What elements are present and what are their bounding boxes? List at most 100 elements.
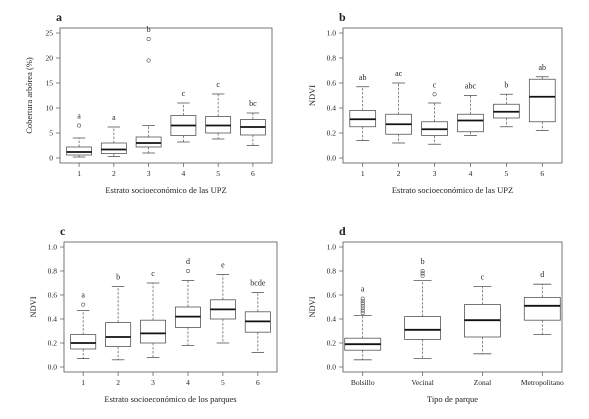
box-2: 2a bbox=[100, 113, 127, 178]
significance-letter: d bbox=[540, 270, 544, 279]
box-iqr bbox=[66, 146, 92, 156]
x-tick-label: 3 bbox=[147, 169, 151, 178]
outlier-point bbox=[360, 303, 365, 308]
panel-letter: b bbox=[339, 10, 346, 24]
box-5: 5c bbox=[205, 80, 232, 178]
significance-letter: b bbox=[421, 257, 425, 266]
box-iqr bbox=[135, 136, 162, 148]
significance-letter: a bbox=[112, 113, 116, 122]
y-tick-label: 0.2 bbox=[327, 129, 337, 138]
plot-frame bbox=[59, 27, 273, 164]
y-tick-label: 0.8 bbox=[327, 54, 337, 63]
box-5: 5b bbox=[493, 80, 520, 178]
plot-frame bbox=[63, 241, 278, 373]
box-iqr bbox=[70, 334, 97, 350]
box-3: 3b bbox=[135, 25, 162, 178]
y-tick-label: 25 bbox=[46, 29, 54, 38]
y-tick-label: 1.0 bbox=[327, 243, 337, 252]
significance-letter: ac bbox=[395, 69, 403, 78]
box-vecinal: Vecinal b bbox=[404, 257, 441, 387]
y-tick-label: 0.0 bbox=[327, 154, 337, 163]
x-tick-label: 2 bbox=[112, 169, 116, 178]
box-4: 4c bbox=[170, 89, 197, 178]
x-tick-label: 6 bbox=[540, 169, 544, 178]
outlier-point bbox=[81, 302, 86, 307]
significance-letter: c bbox=[151, 269, 155, 278]
box-iqr bbox=[100, 142, 127, 154]
box-iqr bbox=[140, 319, 167, 344]
box-3: 3c bbox=[421, 80, 448, 178]
x-tick-label: 5 bbox=[216, 169, 220, 178]
box-6: 6 ab bbox=[528, 63, 556, 178]
y-tick-label: 0.4 bbox=[48, 315, 58, 324]
significance-letter: c bbox=[216, 80, 220, 89]
box-zonal: Zonal c bbox=[464, 273, 501, 387]
x-tick-label: 4 bbox=[186, 378, 190, 387]
x-tick-label: Zonal bbox=[474, 378, 492, 387]
panel-letter: d bbox=[339, 224, 346, 238]
significance-letter: c bbox=[433, 80, 437, 89]
panel-letter: a bbox=[56, 10, 62, 24]
x-tick-label: 3 bbox=[433, 169, 437, 178]
significance-letter: a bbox=[361, 285, 365, 294]
x-tick-label: Vecinal bbox=[411, 378, 434, 387]
x-tick-label: Metropolitano bbox=[521, 378, 564, 387]
box-6: 6 bcde bbox=[244, 279, 271, 387]
y-axis-label: NDVI bbox=[307, 85, 317, 106]
y-tick-label: 1.0 bbox=[48, 243, 58, 252]
outlier-point bbox=[146, 36, 151, 41]
panel-c: c 0.0 0.2 0.4 0.6 0.8 1.0 NDVI Estrato socioecon… bbox=[28, 224, 278, 404]
box-4: 4d bbox=[174, 257, 201, 387]
outlier-point bbox=[432, 92, 437, 97]
x-tick-label: 1 bbox=[77, 169, 81, 178]
box-3: 3c bbox=[140, 269, 167, 387]
outlier-point bbox=[146, 58, 151, 63]
x-tick-label: 3 bbox=[151, 378, 155, 387]
significance-letter: b bbox=[504, 80, 508, 89]
x-tick-label: 1 bbox=[81, 378, 85, 387]
x-axis-label: Estrato socioeconómico de los parques bbox=[104, 394, 236, 404]
significance-letter: abc bbox=[465, 82, 477, 91]
y-tick-label: 0.4 bbox=[327, 104, 337, 113]
box-6: 6 bc bbox=[240, 99, 266, 178]
box-iqr bbox=[105, 322, 132, 348]
y-tick-label: 0.6 bbox=[327, 291, 337, 300]
y-tick-label: 0.4 bbox=[327, 315, 337, 324]
plot-frame bbox=[342, 27, 563, 164]
box-metropolitano: Metropolitano d bbox=[521, 270, 564, 387]
box-2: 2 ac bbox=[385, 69, 412, 178]
outlier-point bbox=[185, 268, 190, 273]
outlier-point bbox=[360, 296, 365, 301]
y-tick-label: 1.0 bbox=[327, 29, 337, 38]
significance-letter: ab bbox=[539, 63, 547, 72]
x-axis-label: Estrato socioeconómico de las UPZ bbox=[392, 185, 513, 195]
x-tick-label: Bolsillo bbox=[351, 378, 375, 387]
y-tick-label: 0.0 bbox=[327, 363, 337, 372]
outlier-point bbox=[360, 310, 365, 315]
box-1: 1a bbox=[66, 112, 92, 178]
significance-letter: bcde bbox=[250, 279, 266, 288]
x-tick-label: 5 bbox=[221, 378, 225, 387]
outlier-point bbox=[77, 123, 82, 128]
y-tick-label: 0.8 bbox=[48, 267, 58, 276]
y-tick-label: 0 bbox=[49, 154, 53, 163]
x-tick-label: 1 bbox=[361, 169, 365, 178]
outlier-point bbox=[420, 268, 425, 273]
x-tick-label: 2 bbox=[116, 378, 120, 387]
plot-frame bbox=[342, 241, 563, 373]
y-tick-label: 0.6 bbox=[327, 79, 337, 88]
outlier-point bbox=[420, 271, 425, 276]
y-tick-label: 15 bbox=[46, 79, 54, 88]
outlier-point bbox=[420, 273, 425, 278]
box-bolsillo: Bolsillo a bbox=[344, 285, 382, 387]
y-tick-label: 5 bbox=[49, 129, 53, 138]
panel-d: d 0.0 0.2 0.4 0.6 0.8 1.0 NDVI Tipo de parque Bol… bbox=[307, 224, 564, 404]
y-axis-label: Cobertura arbórea (%) bbox=[24, 57, 34, 134]
box-5: 5e bbox=[209, 261, 236, 387]
significance-letter: e bbox=[221, 261, 225, 270]
significance-letter: c bbox=[481, 273, 485, 282]
box-iqr bbox=[523, 296, 561, 321]
